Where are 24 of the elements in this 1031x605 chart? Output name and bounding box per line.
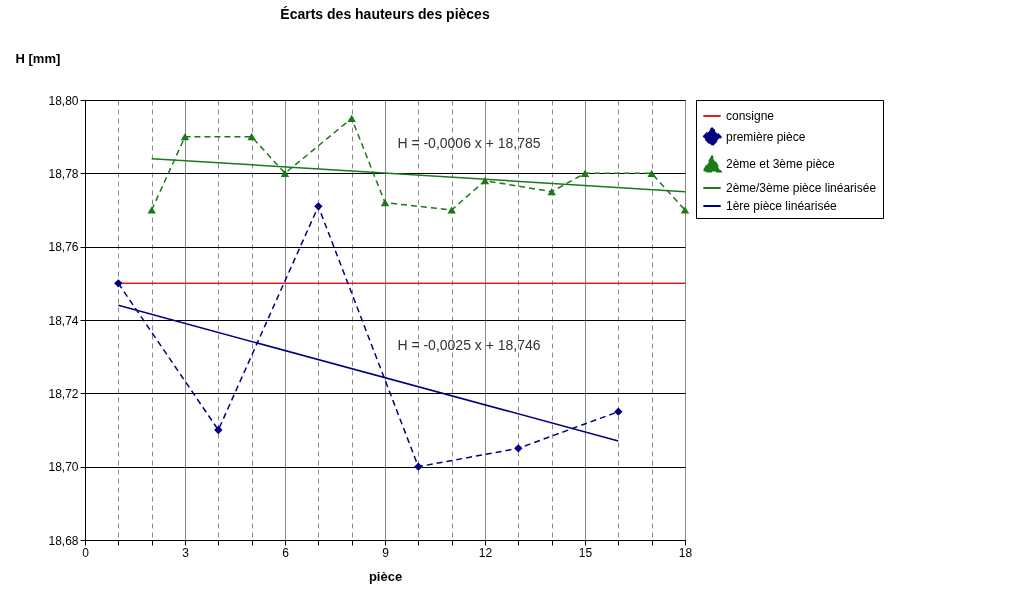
legend-label: 2ème et 3ème pièce bbox=[726, 157, 836, 171]
y-tick-label: 18,80 bbox=[48, 93, 79, 108]
y-tick-label: 18,70 bbox=[48, 460, 79, 475]
chart-title: Écarts des hauteurs des pièces bbox=[280, 6, 490, 22]
x-tick-label: 3 bbox=[182, 545, 190, 560]
x-tick-label: 12 bbox=[478, 545, 493, 560]
y-tick-label: 18,74 bbox=[48, 313, 79, 328]
y-tick-label: 18,76 bbox=[48, 240, 79, 255]
x-axis-title: pièce bbox=[368, 568, 403, 584]
annotation: H = -0,0025 x + 18,746 bbox=[397, 337, 541, 354]
y-axis-title: H [mm] bbox=[15, 50, 61, 66]
x-tick-label: 0 bbox=[82, 545, 90, 560]
annotation: H = -0,0006 x + 18,785 bbox=[397, 135, 541, 151]
x-tick-label: 6 bbox=[282, 545, 290, 560]
x-tick-label: 9 bbox=[382, 545, 390, 560]
x-tick-label: 15 bbox=[578, 545, 593, 560]
legend-label: 1ère pièce linéarisée bbox=[726, 199, 838, 213]
y-tick-label: 18,72 bbox=[48, 386, 79, 401]
legend-label: première pièce bbox=[726, 130, 806, 144]
legend-label: consigne bbox=[726, 109, 775, 123]
legend-label: 2ème/3ème pièce linéarisée bbox=[726, 181, 877, 195]
y-tick-label: 18,68 bbox=[48, 533, 79, 548]
x-tick-label: 18 bbox=[678, 545, 693, 560]
y-tick-label: 18,78 bbox=[48, 166, 79, 181]
